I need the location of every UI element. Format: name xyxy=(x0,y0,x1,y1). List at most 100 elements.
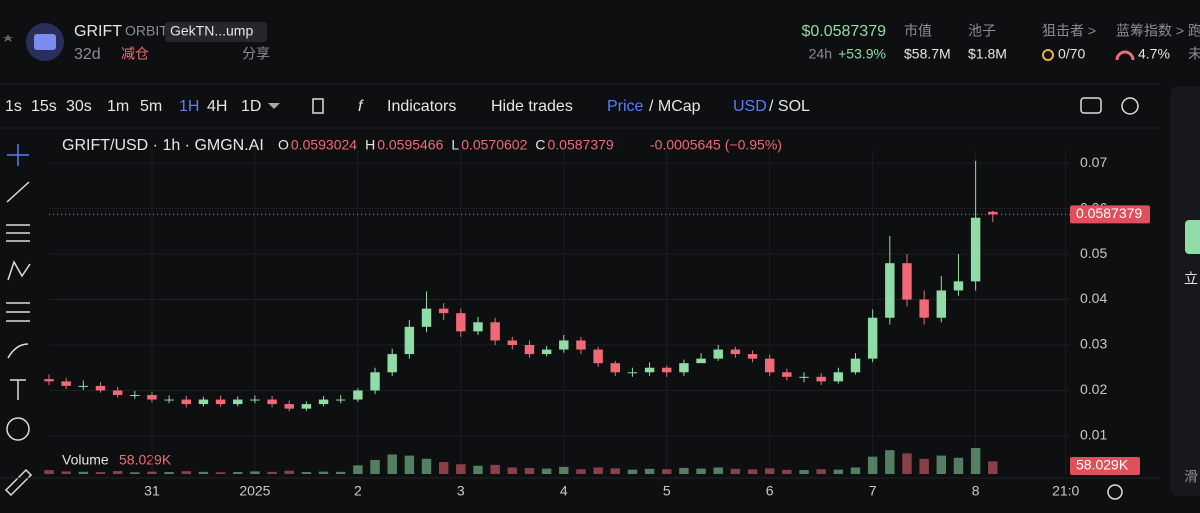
settings-icon[interactable] xyxy=(1121,97,1139,115)
candle-body xyxy=(936,290,947,318)
volume-bar xyxy=(799,470,809,474)
candle-type-icon[interactable] xyxy=(312,98,324,114)
indicators[interactable]: Indicators xyxy=(387,98,456,115)
interval-button[interactable]: 30s xyxy=(66,98,92,115)
volume-bar xyxy=(696,468,706,474)
usd-toggle[interactable]: USD xyxy=(733,98,767,115)
volume-bar xyxy=(850,467,861,474)
mcap-toggle[interactable]: / MCap xyxy=(649,98,701,115)
ohlc-label: O xyxy=(278,137,289,153)
volume-bar xyxy=(112,470,123,474)
period: 24h xyxy=(809,46,832,62)
channel-tool[interactable] xyxy=(6,302,30,322)
volume-bar xyxy=(541,468,552,474)
volume-bar xyxy=(421,458,432,474)
y-tick-label: 0.02 xyxy=(1080,381,1107,397)
volume-bar xyxy=(233,472,243,474)
interval-button[interactable]: 5m xyxy=(140,98,162,115)
sol-toggle[interactable]: / SOL xyxy=(769,98,810,115)
candle-body xyxy=(181,399,191,405)
avatar-art xyxy=(34,34,56,50)
volume-box xyxy=(1070,457,1140,475)
price-toggle[interactable]: Price xyxy=(607,98,644,115)
stat-label[interactable]: 蓝筹指数 > xyxy=(1116,23,1184,39)
volume-bar xyxy=(782,469,792,474)
candle-body xyxy=(233,399,243,405)
x-tick-label: 21:0 xyxy=(1052,483,1079,499)
pattern-tool[interactable] xyxy=(7,260,31,281)
candle-body xyxy=(627,372,638,374)
volume-bar xyxy=(438,462,449,474)
volume-bar xyxy=(816,469,826,474)
camera-icon[interactable] xyxy=(1080,97,1102,114)
share[interactable]: 分享 xyxy=(242,46,270,62)
volume-bar xyxy=(164,472,174,474)
candle-body xyxy=(112,390,123,395)
line-tool[interactable] xyxy=(6,181,30,203)
candle-body xyxy=(953,281,964,291)
volume-bar xyxy=(679,467,689,474)
text-tool[interactable] xyxy=(10,379,26,400)
star-icon[interactable] xyxy=(3,34,13,42)
volume-bar xyxy=(250,471,260,474)
hide-trades[interactable]: Hide trades xyxy=(491,98,573,115)
interval-button[interactable]: 4H xyxy=(207,98,227,115)
side-text: 滑 xyxy=(1184,469,1198,485)
interval-button[interactable]: 15s xyxy=(31,98,57,115)
x-tick-label: 5 xyxy=(663,483,671,499)
ruler-tool[interactable] xyxy=(4,468,33,497)
buy-button[interactable] xyxy=(1185,220,1200,254)
axis-settings-icon[interactable] xyxy=(1107,484,1123,500)
stat-value: 4.7% xyxy=(1138,46,1170,62)
interval-button[interactable]: 1m xyxy=(107,98,129,115)
dropdown-icon[interactable] xyxy=(268,103,280,109)
ohlc-value: 0.0570602 xyxy=(461,137,527,153)
brush-tool[interactable] xyxy=(7,343,29,359)
change-label: -0.0005645 (−0.95%) xyxy=(650,137,782,153)
volume-bar xyxy=(61,471,71,474)
candle-body xyxy=(44,379,54,382)
volume-bar xyxy=(404,455,415,474)
fib-tool[interactable] xyxy=(6,224,30,242)
interval-button[interactable]: 1D xyxy=(241,98,261,115)
price: $0.0587379 xyxy=(801,23,886,40)
y-tick-label: 0.04 xyxy=(1080,290,1107,306)
fx-icon: f xyxy=(358,98,364,115)
tag: ORBIT xyxy=(125,23,168,39)
volume-bar xyxy=(713,467,723,474)
stat-label[interactable]: 狙击者 > xyxy=(1042,23,1096,39)
stat-value: 0/70 xyxy=(1058,46,1085,62)
symbol: GRIFT xyxy=(74,23,122,40)
action[interactable]: 减仓 xyxy=(121,46,149,62)
volume-bar xyxy=(215,472,226,474)
x-tick-label: 6 xyxy=(766,483,774,499)
chart-title: GRIFT/USD · 1h · GMGN.AI xyxy=(62,137,264,154)
crosshair-tool[interactable] xyxy=(7,144,29,166)
volume-bar xyxy=(953,457,964,474)
volume-bar xyxy=(335,471,346,474)
volume-bar xyxy=(747,469,758,474)
side-panel xyxy=(1170,86,1200,496)
ohlc-label: L xyxy=(451,137,459,153)
candle-body xyxy=(885,263,895,318)
volume-bar xyxy=(919,458,929,474)
candle-body xyxy=(782,372,792,377)
volume-bar xyxy=(353,465,363,474)
volume-name: Volume xyxy=(62,452,109,468)
volume-bar xyxy=(456,464,466,474)
candle-body xyxy=(679,363,689,373)
address[interactable]: GekTN...ump xyxy=(170,23,253,39)
interval-button[interactable]: 1s xyxy=(5,98,22,115)
gauge-icon xyxy=(1115,50,1135,61)
volume-bar xyxy=(988,461,998,474)
drawing-tools xyxy=(4,144,33,497)
interval-button[interactable]: 1H xyxy=(179,98,199,115)
ohlc-label: C xyxy=(535,137,545,153)
volume-bar xyxy=(902,453,912,474)
volume-bar xyxy=(490,464,500,474)
candle-body xyxy=(850,358,861,373)
sniper-icon xyxy=(1042,49,1054,61)
candle-body xyxy=(988,211,998,215)
emoji-tool[interactable] xyxy=(6,417,30,441)
